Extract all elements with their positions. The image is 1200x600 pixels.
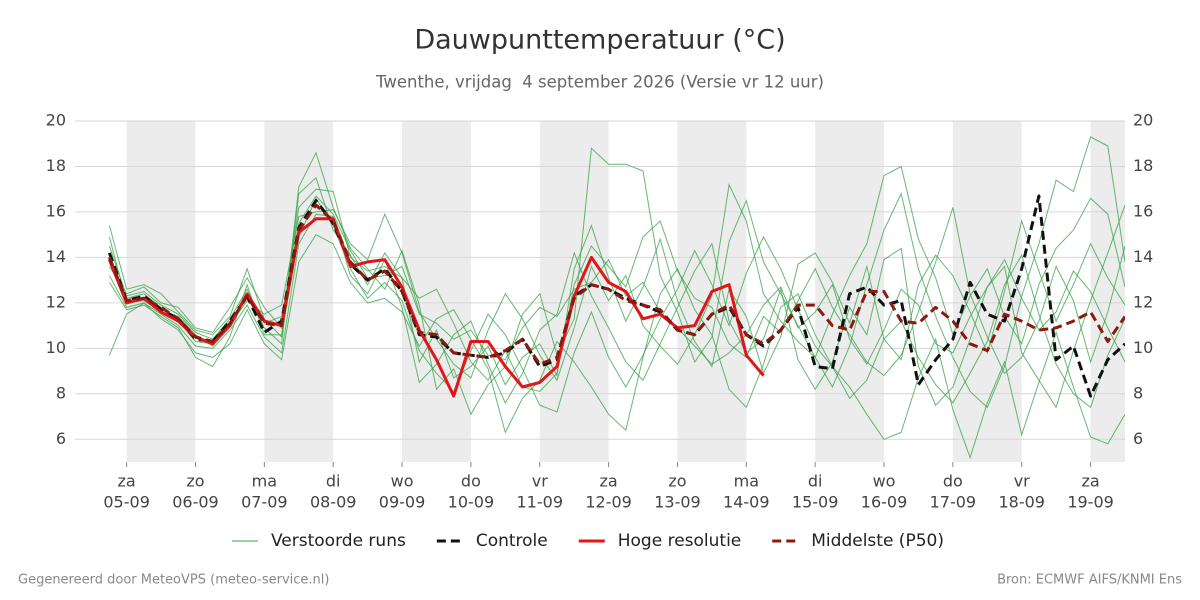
x-tick-date: 13-09 [654, 493, 701, 512]
y2-tick-label: 8 [1133, 383, 1143, 402]
x-tick-day: zo [668, 472, 686, 491]
ensemble-line [108, 197, 1125, 413]
x-tick-date: 06-09 [172, 493, 219, 512]
day-shade [264, 121, 334, 462]
x-tick-date: 16-09 [861, 493, 908, 512]
y2-tick-label: 16 [1133, 201, 1153, 220]
plot-lines [107, 136, 1125, 460]
x-tick-date: 11-09 [517, 493, 564, 512]
x-tick-day: do [943, 472, 963, 491]
x-tick-date: 10-09 [448, 493, 495, 512]
x-tick-day: di [808, 472, 823, 491]
day-shade [952, 121, 1022, 462]
ensemble-line [108, 195, 1125, 366]
chart-subtitle: Twenthe, vrijdag 4 september 2026 (Versi… [375, 73, 824, 92]
y2-tick-label: 14 [1133, 247, 1153, 266]
x-tick-day: ma [734, 472, 759, 491]
x-tick-day: vr [1014, 472, 1030, 491]
y-tick-label: 12 [46, 292, 66, 311]
y-tick-label: 20 [46, 111, 66, 130]
x-tick-date: 08-09 [310, 493, 357, 512]
x-tick-day: za [600, 472, 618, 491]
y-tick-label: 10 [46, 338, 66, 357]
ensemble-line [108, 176, 1125, 386]
x-tick-date: 12-09 [585, 493, 632, 512]
ensemble-line [108, 204, 1125, 409]
x-tick-date: 15-09 [792, 493, 839, 512]
legend-label: Verstoorde runs [271, 531, 406, 551]
x-tick-date: 09-09 [379, 493, 426, 512]
footer-left: Gegenereerd door MeteoVPS (meteo-service… [18, 573, 329, 588]
day-shade [1090, 121, 1125, 462]
x-tick-day: za [118, 472, 136, 491]
y-tick-label: 8 [56, 383, 66, 402]
x-tick-date: 18-09 [998, 493, 1045, 512]
y-tick-label: 6 [56, 429, 66, 448]
ensemble-line [108, 136, 1125, 416]
day-shade [402, 121, 471, 462]
legend-label: Middelste (P50) [811, 531, 944, 551]
x-tick-day: ma [252, 472, 277, 491]
x-tick-date: 14-09 [723, 493, 770, 512]
legend-label: Controle [476, 531, 548, 551]
y2-tick-label: 18 [1133, 156, 1153, 175]
x-tick-day: zo [186, 472, 204, 491]
chart-title: Dauwpunttemperatuur (°C) [414, 25, 785, 56]
x-tick-date: 07-09 [241, 493, 288, 512]
y2-tick-label: 20 [1133, 111, 1153, 130]
series-line [108, 217, 765, 398]
x-tick-date: 19-09 [1067, 493, 1114, 512]
x-tick-day: di [326, 472, 341, 491]
x-tick-day: vr [532, 472, 548, 491]
x-tick-day: wo [873, 472, 896, 491]
footer-right: Bron: ECMWF AIFS/KNMI Ens [997, 573, 1182, 588]
x-tick-day: wo [391, 472, 414, 491]
day-shade [539, 121, 609, 462]
series-line [108, 203, 1125, 366]
x-tick-date: 17-09 [930, 493, 977, 512]
x-tick-date: 05-09 [103, 493, 150, 512]
y2-tick-label: 10 [1133, 338, 1153, 357]
legend-label: Hoge resolutie [618, 531, 742, 551]
y2-tick-label: 6 [1133, 429, 1143, 448]
legend: Verstoorde runs Controle Hoge resolutie Mid… [232, 531, 944, 551]
y-tick-label: 14 [46, 247, 66, 266]
ensemble-line [108, 234, 1125, 460]
y-tick-label: 16 [46, 201, 66, 220]
y2-tick-label: 12 [1133, 292, 1153, 311]
y-tick-label: 18 [46, 156, 66, 175]
x-tick-day: za [1081, 472, 1099, 491]
x-tick-day: do [461, 472, 481, 491]
day-shade [126, 121, 196, 462]
